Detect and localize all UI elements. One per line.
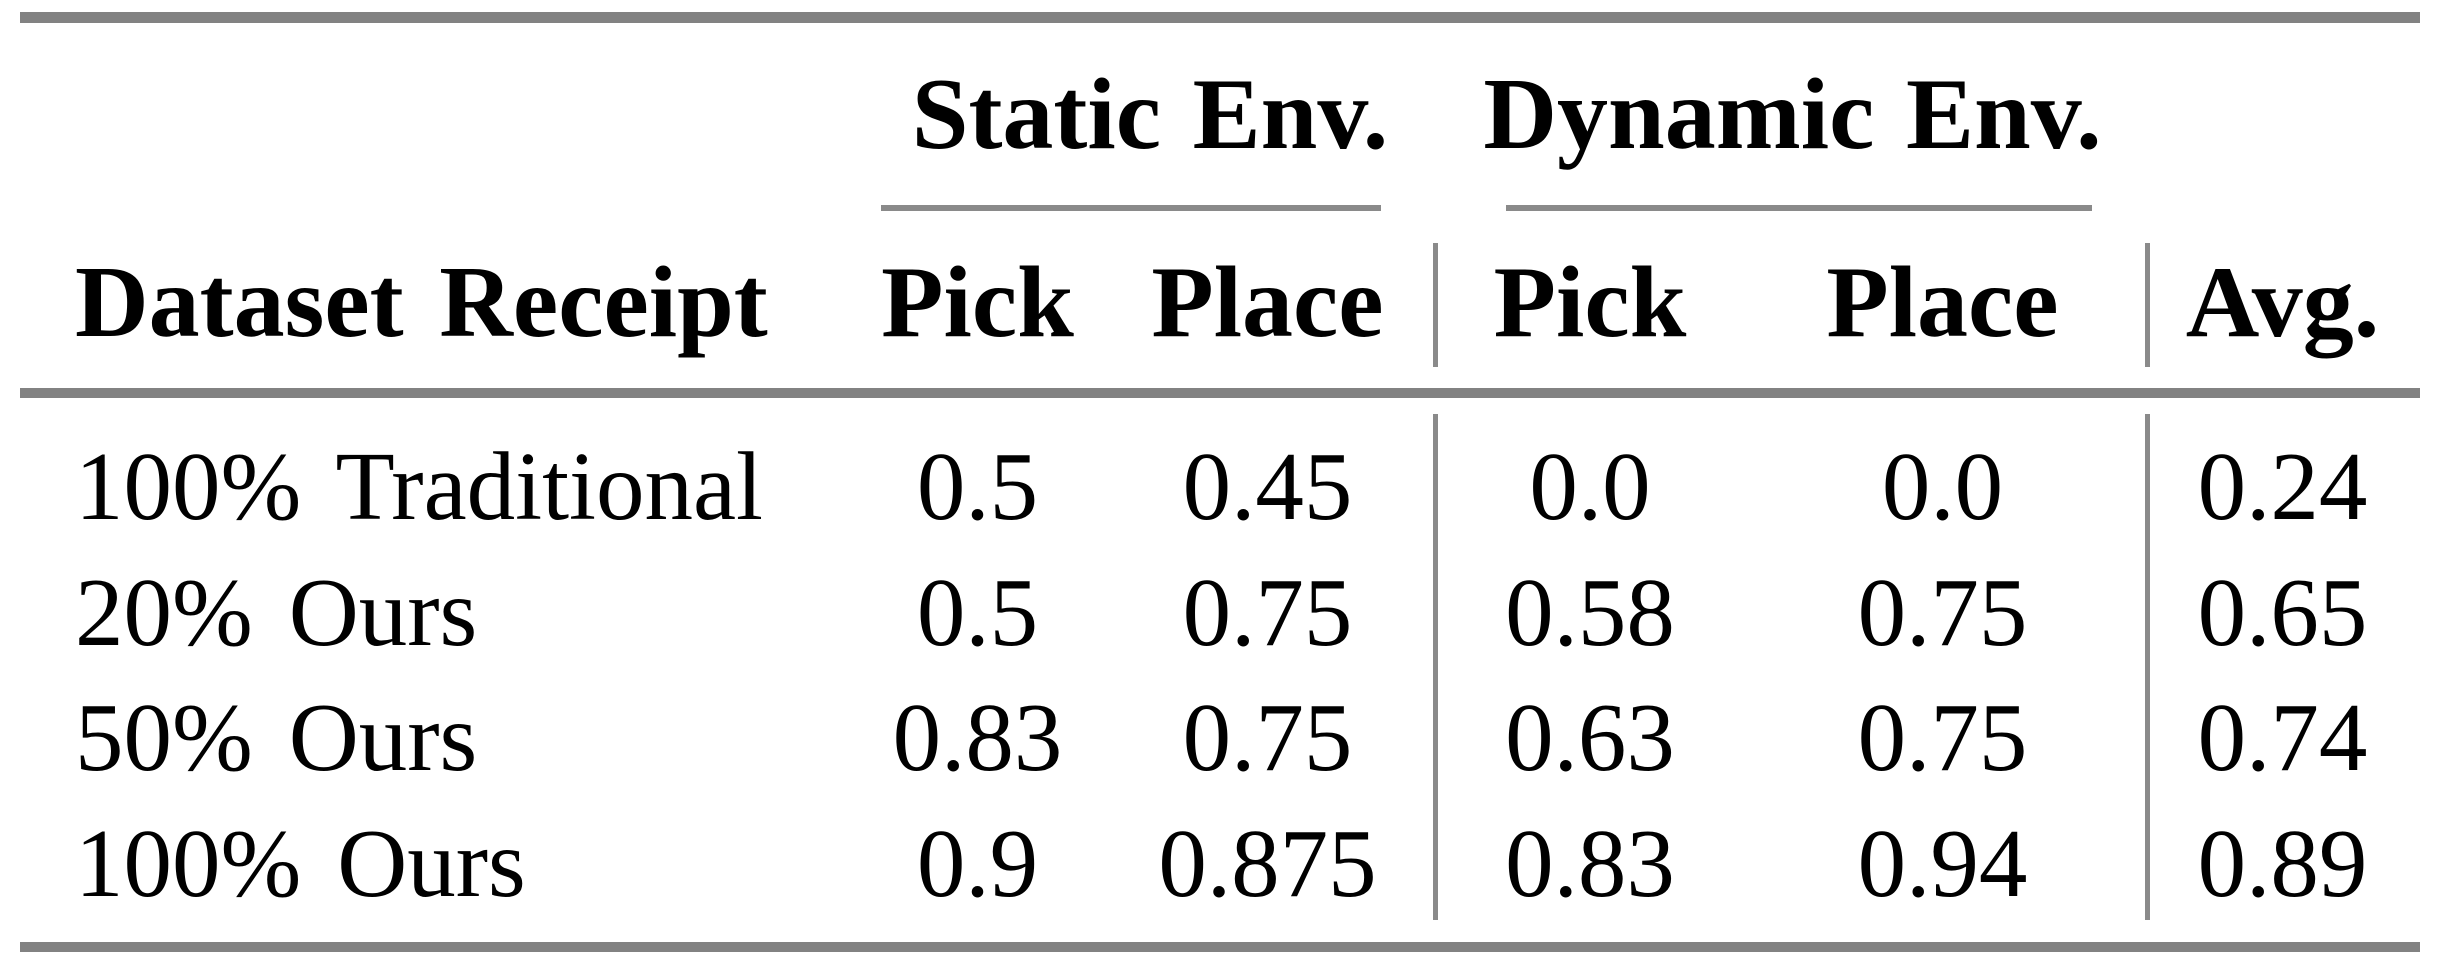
group-header-dynamic-env: Dynamic Env. <box>1483 57 2102 171</box>
cell-static-place: 0.75 <box>1182 684 1353 792</box>
header-spacer-left <box>20 24 860 205</box>
cell-static-pick: 0.9 <box>916 809 1039 917</box>
column-header-avg: Avg. <box>2185 245 2380 359</box>
cell-avg: 0.65 <box>2197 558 2368 666</box>
cell-avg: 0.24 <box>2197 433 2368 541</box>
cell-static-place: 0.45 <box>1182 433 1353 541</box>
cell-dynamic-place: 0.75 <box>1857 558 2028 666</box>
header-column-separator-1 <box>1433 243 1438 367</box>
row-label: 20% Ours <box>75 558 478 666</box>
column-header-dynamic-pick: Pick <box>1493 245 1687 359</box>
column-header-dynamic-place: Place <box>1826 245 2059 359</box>
cell-static-place: 0.875 <box>1158 809 1377 917</box>
cell-static-pick: 0.83 <box>892 684 1063 792</box>
row-label: 100% Traditional <box>75 433 763 541</box>
table-header-rule <box>20 388 2420 398</box>
cell-dynamic-place: 0.94 <box>1857 809 2028 917</box>
cell-static-pick: 0.5 <box>916 558 1039 666</box>
column-header-static-pick: Pick <box>881 245 1074 359</box>
cell-static-place: 0.75 <box>1182 558 1353 666</box>
cell-avg: 0.89 <box>2197 809 2368 917</box>
table-body: 100% Traditional 0.5 0.45 0.0 0.0 0.24 2… <box>20 424 2420 926</box>
cell-dynamic-pick: 0.63 <box>1505 684 1675 792</box>
cell-dynamic-place: 0.75 <box>1857 684 2028 792</box>
table-bottom-rule <box>20 942 2420 952</box>
cell-dynamic-place: 0.0 <box>1881 433 2004 541</box>
cell-static-pick: 0.5 <box>916 433 1039 541</box>
group-header-static-env: Static Env. <box>911 57 1389 171</box>
header-column-separator-2 <box>2145 243 2150 367</box>
data-column-separator-2 <box>2145 414 2150 920</box>
cell-avg: 0.74 <box>2197 684 2368 792</box>
table-top-rule <box>20 12 2420 23</box>
column-header-static-place: Place <box>1151 245 1384 359</box>
column-header-dataset-receipt: Dataset Receipt <box>75 245 768 359</box>
static-env-underline-rule <box>881 205 1381 211</box>
cell-dynamic-pick: 0.0 <box>1529 433 1651 541</box>
header-spacer-right <box>2145 24 2420 205</box>
data-column-separator-1 <box>1433 414 1438 920</box>
dynamic-env-underline-rule <box>1506 205 2092 211</box>
cell-dynamic-pick: 0.83 <box>1505 809 1675 917</box>
cell-dynamic-pick: 0.58 <box>1505 558 1675 666</box>
table-header: Static Env. Dynamic Env. Dataset Receipt… <box>20 24 2420 400</box>
row-label: 100% Ours <box>75 809 526 917</box>
row-label: 50% Ours <box>75 684 478 792</box>
